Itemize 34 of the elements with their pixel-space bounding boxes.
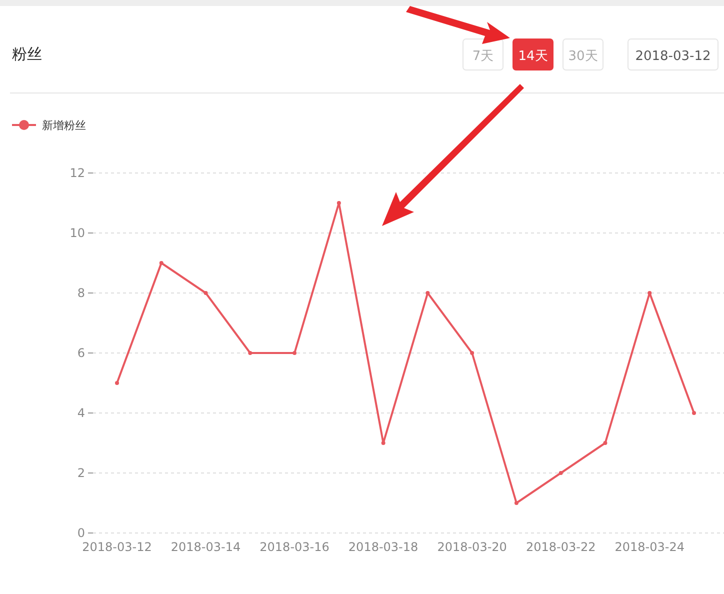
x-tick-label: 2018-03-22 <box>526 540 596 554</box>
annotation: 14天 <box>512 38 554 70</box>
y-tick-label: 8 <box>77 286 85 300</box>
point <box>514 501 518 505</box>
annotation: 30天 <box>562 38 604 70</box>
point <box>292 351 297 355</box>
legend-label: 新增粉丝 <box>42 119 86 132</box>
chart-title: 粉丝 <box>12 45 42 63</box>
point <box>381 441 386 445</box>
point <box>115 381 119 385</box>
point <box>248 351 252 355</box>
y-tick-label: 4 <box>77 406 85 420</box>
point <box>159 261 164 265</box>
y-tick-label: 10 <box>70 226 85 240</box>
point <box>692 411 696 415</box>
point <box>426 291 430 295</box>
x-tick-label: 2018-03-16 <box>260 540 330 554</box>
point <box>470 351 474 355</box>
annotation: 2018-03-12 <box>628 38 718 70</box>
annotation: 7天 <box>462 38 504 70</box>
point <box>336 201 341 205</box>
point <box>603 441 608 445</box>
x-tick-label: 2018-03-12 <box>82 540 152 554</box>
y-tick-label: 2 <box>77 466 85 480</box>
x-tick-label: 2018-03-24 <box>614 540 684 554</box>
y-tick-label: 6 <box>77 346 85 360</box>
y-tick-label: 0 <box>77 526 85 540</box>
x-tick-label: 2018-03-20 <box>437 540 507 554</box>
x-tick-label: 2018-03-18 <box>348 540 418 554</box>
x-tick-label: 2018-03-14 <box>170 540 241 554</box>
point <box>558 471 563 475</box>
point <box>648 291 652 295</box>
point <box>204 291 208 295</box>
y-tick-label: 12 <box>70 166 85 180</box>
